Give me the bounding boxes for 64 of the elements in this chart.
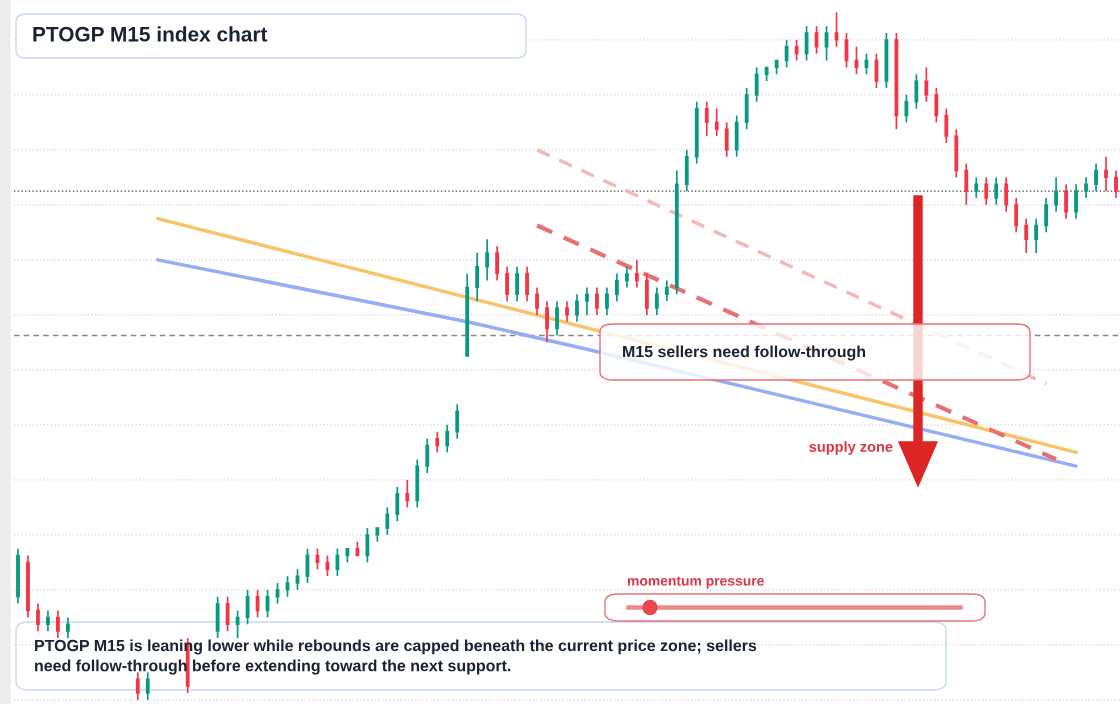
candlestick — [664, 279, 669, 302]
candlestick — [704, 100, 709, 137]
candlestick — [924, 66, 929, 103]
candlestick — [525, 265, 529, 302]
candlestick — [974, 176, 979, 199]
candlestick — [1114, 169, 1118, 199]
candlestick — [624, 265, 629, 289]
text: PTOGP M15 index chart — [33, 26, 268, 42]
candlestick — [754, 66, 759, 103]
candlestick — [505, 265, 510, 302]
candlestick — [964, 162, 969, 206]
candlestick — [1004, 176, 1009, 213]
candlestick — [934, 87, 939, 124]
candlestick — [1084, 176, 1088, 199]
candlestick — [435, 430, 440, 454]
candlestick — [575, 293, 579, 323]
candlestick — [944, 107, 949, 144]
candlestick — [565, 300, 569, 323]
annotation: M15 sellers need follow-through — [623, 345, 866, 361]
candlestick — [984, 176, 989, 206]
candlestick — [285, 575, 290, 598]
candlestick — [595, 286, 599, 316]
candlestick — [385, 506, 390, 536]
candlestick — [714, 107, 719, 137]
annotation: supply zone — [809, 441, 893, 455]
candlestick — [634, 259, 639, 289]
candlestick — [515, 265, 519, 302]
candlestick — [46, 609, 50, 632]
candlestick — [834, 11, 839, 48]
candlestick — [1014, 197, 1019, 234]
candlestick — [654, 286, 659, 316]
candlestick — [1074, 183, 1078, 220]
candlestick — [914, 73, 919, 110]
candlestick — [724, 121, 729, 158]
candlestick — [535, 286, 539, 316]
candlestick — [66, 616, 70, 639]
candlestick — [455, 403, 460, 440]
candlestick — [585, 286, 589, 316]
candlestick — [1054, 176, 1059, 213]
candlestick — [1064, 183, 1068, 220]
candlestick — [495, 245, 500, 282]
candlestick — [445, 424, 450, 454]
candlestick — [1024, 217, 1029, 254]
candlestick — [615, 272, 619, 302]
candlestick — [904, 94, 909, 124]
candlestick — [295, 568, 300, 591]
candlestick — [605, 286, 609, 316]
annotation: momentum pressure — [627, 576, 764, 589]
candlestick — [555, 300, 559, 337]
candlestick — [365, 527, 370, 564]
candlestick — [1104, 155, 1108, 192]
candlestick — [56, 609, 60, 639]
candlestick — [425, 437, 430, 474]
candlestick — [36, 602, 40, 632]
candlestick — [395, 485, 400, 522]
candlestick — [994, 176, 999, 206]
candlestick — [1034, 217, 1039, 254]
candlestick — [405, 479, 410, 509]
candlestick — [225, 595, 230, 632]
candlestick — [1094, 162, 1098, 192]
candlestick — [545, 300, 549, 344]
candlestick — [475, 252, 480, 302]
candlestick — [1044, 197, 1049, 234]
candlestick — [485, 238, 490, 282]
